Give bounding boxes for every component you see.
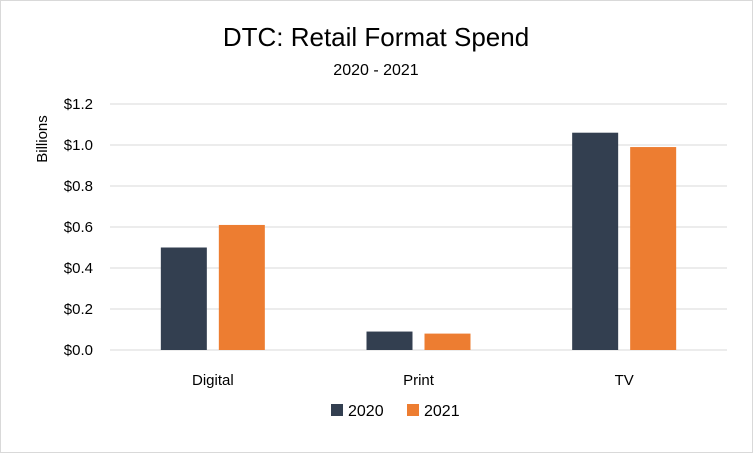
bar-print-2021 <box>424 333 471 350</box>
bar-tv-2021 <box>630 147 677 350</box>
chart-subtitle: 2020 - 2021 <box>333 62 419 79</box>
x-category-label: TV <box>615 372 634 389</box>
y-tick-label: $1.2 <box>64 96 93 113</box>
y-tick-label: $0.8 <box>64 178 93 195</box>
legend-label-2020: 2020 <box>348 403 384 420</box>
x-category-label: Print <box>403 372 435 389</box>
y-tick-label: $0.4 <box>64 260 93 277</box>
legend-label-2021: 2021 <box>424 403 460 420</box>
legend-swatch-2020 <box>331 404 343 416</box>
bar-tv-2020 <box>572 132 619 350</box>
y-tick-label: $0.6 <box>64 219 93 236</box>
chart-title: DTC: Retail Format Spend <box>223 22 529 52</box>
bar-digital-2020 <box>160 247 207 350</box>
x-category-label: Digital <box>192 372 234 389</box>
bar-digital-2021 <box>218 224 265 350</box>
y-axis-label: Billions <box>34 115 51 163</box>
legend-swatch-2021 <box>407 404 419 416</box>
y-tick-label: $0.2 <box>64 301 93 318</box>
y-tick-label: $1.0 <box>64 137 93 154</box>
y-tick-label: $0.0 <box>64 342 93 359</box>
bar-print-2020 <box>366 331 413 350</box>
